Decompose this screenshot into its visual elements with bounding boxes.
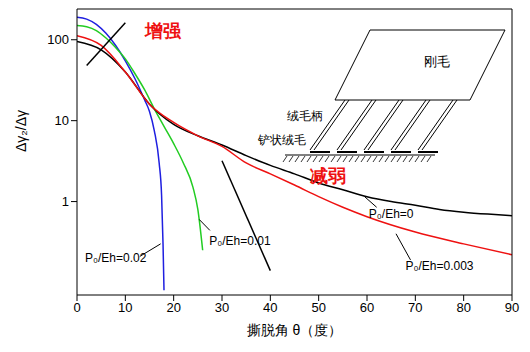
svg-text:10: 10 (55, 113, 69, 128)
svg-text:10: 10 (118, 300, 132, 315)
svg-text:60: 60 (360, 300, 374, 315)
svg-text:80: 80 (456, 300, 470, 315)
svg-text:Δγ₂/Δγ: Δγ₂/Δγ (13, 110, 29, 152)
svg-text:P₀/Eh=0.01: P₀/Eh=0.01 (209, 234, 271, 248)
svg-text:0: 0 (73, 300, 80, 315)
svg-text:P₀/Eh=0: P₀/Eh=0 (369, 207, 414, 221)
svg-text:40: 40 (263, 300, 277, 315)
svg-text:增强: 增强 (144, 21, 182, 41)
svg-text:30: 30 (215, 300, 229, 315)
svg-text:减弱: 减弱 (310, 166, 346, 186)
svg-text:绒毛柄: 绒毛柄 (287, 109, 323, 123)
svg-text:撕脱角 θ（度）: 撕脱角 θ（度） (247, 322, 343, 338)
svg-text:70: 70 (408, 300, 422, 315)
svg-text:刚毛: 刚毛 (424, 54, 450, 69)
svg-text:90: 90 (505, 300, 519, 315)
svg-text:100: 100 (47, 32, 69, 47)
svg-text:P₀/Eh=0.02: P₀/Eh=0.02 (85, 251, 147, 265)
svg-text:20: 20 (166, 300, 180, 315)
svg-text:铲状绒毛: 铲状绒毛 (257, 133, 306, 147)
svg-text:P₀/Eh=0.003: P₀/Eh=0.003 (405, 259, 473, 273)
svg-text:1: 1 (62, 194, 69, 209)
svg-text:50: 50 (311, 300, 325, 315)
